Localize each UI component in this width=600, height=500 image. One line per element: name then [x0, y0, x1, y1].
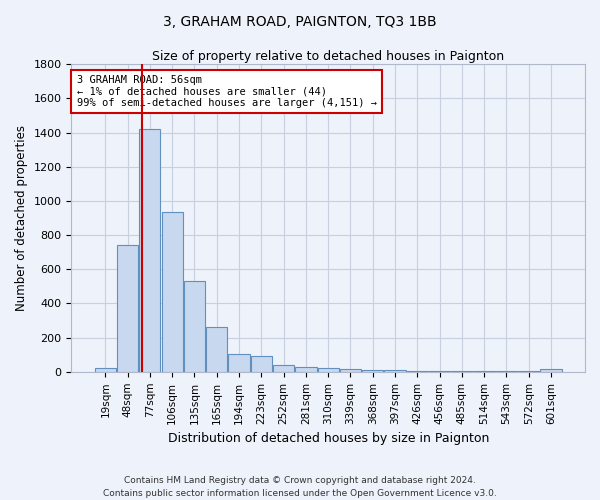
- Bar: [251, 356, 272, 372]
- Text: Contains HM Land Registry data © Crown copyright and database right 2024.
Contai: Contains HM Land Registry data © Crown c…: [103, 476, 497, 498]
- Bar: [206, 326, 227, 372]
- Bar: [317, 368, 339, 372]
- X-axis label: Distribution of detached houses by size in Paignton: Distribution of detached houses by size …: [167, 432, 489, 445]
- Bar: [496, 371, 517, 372]
- Bar: [184, 281, 205, 372]
- Bar: [407, 371, 428, 372]
- Text: 3 GRAHAM ROAD: 56sqm
← 1% of detached houses are smaller (44)
99% of semi-detach: 3 GRAHAM ROAD: 56sqm ← 1% of detached ho…: [77, 75, 377, 108]
- Bar: [139, 129, 160, 372]
- Bar: [117, 246, 138, 372]
- Bar: [161, 212, 183, 372]
- Bar: [429, 371, 450, 372]
- Bar: [229, 354, 250, 372]
- Bar: [541, 370, 562, 372]
- Y-axis label: Number of detached properties: Number of detached properties: [15, 125, 28, 311]
- Bar: [473, 371, 495, 372]
- Bar: [273, 365, 294, 372]
- Bar: [295, 366, 317, 372]
- Title: Size of property relative to detached houses in Paignton: Size of property relative to detached ho…: [152, 50, 504, 63]
- Bar: [340, 370, 361, 372]
- Bar: [451, 371, 473, 372]
- Bar: [518, 371, 539, 372]
- Bar: [95, 368, 116, 372]
- Bar: [385, 370, 406, 372]
- Bar: [362, 370, 383, 372]
- Text: 3, GRAHAM ROAD, PAIGNTON, TQ3 1BB: 3, GRAHAM ROAD, PAIGNTON, TQ3 1BB: [163, 15, 437, 29]
